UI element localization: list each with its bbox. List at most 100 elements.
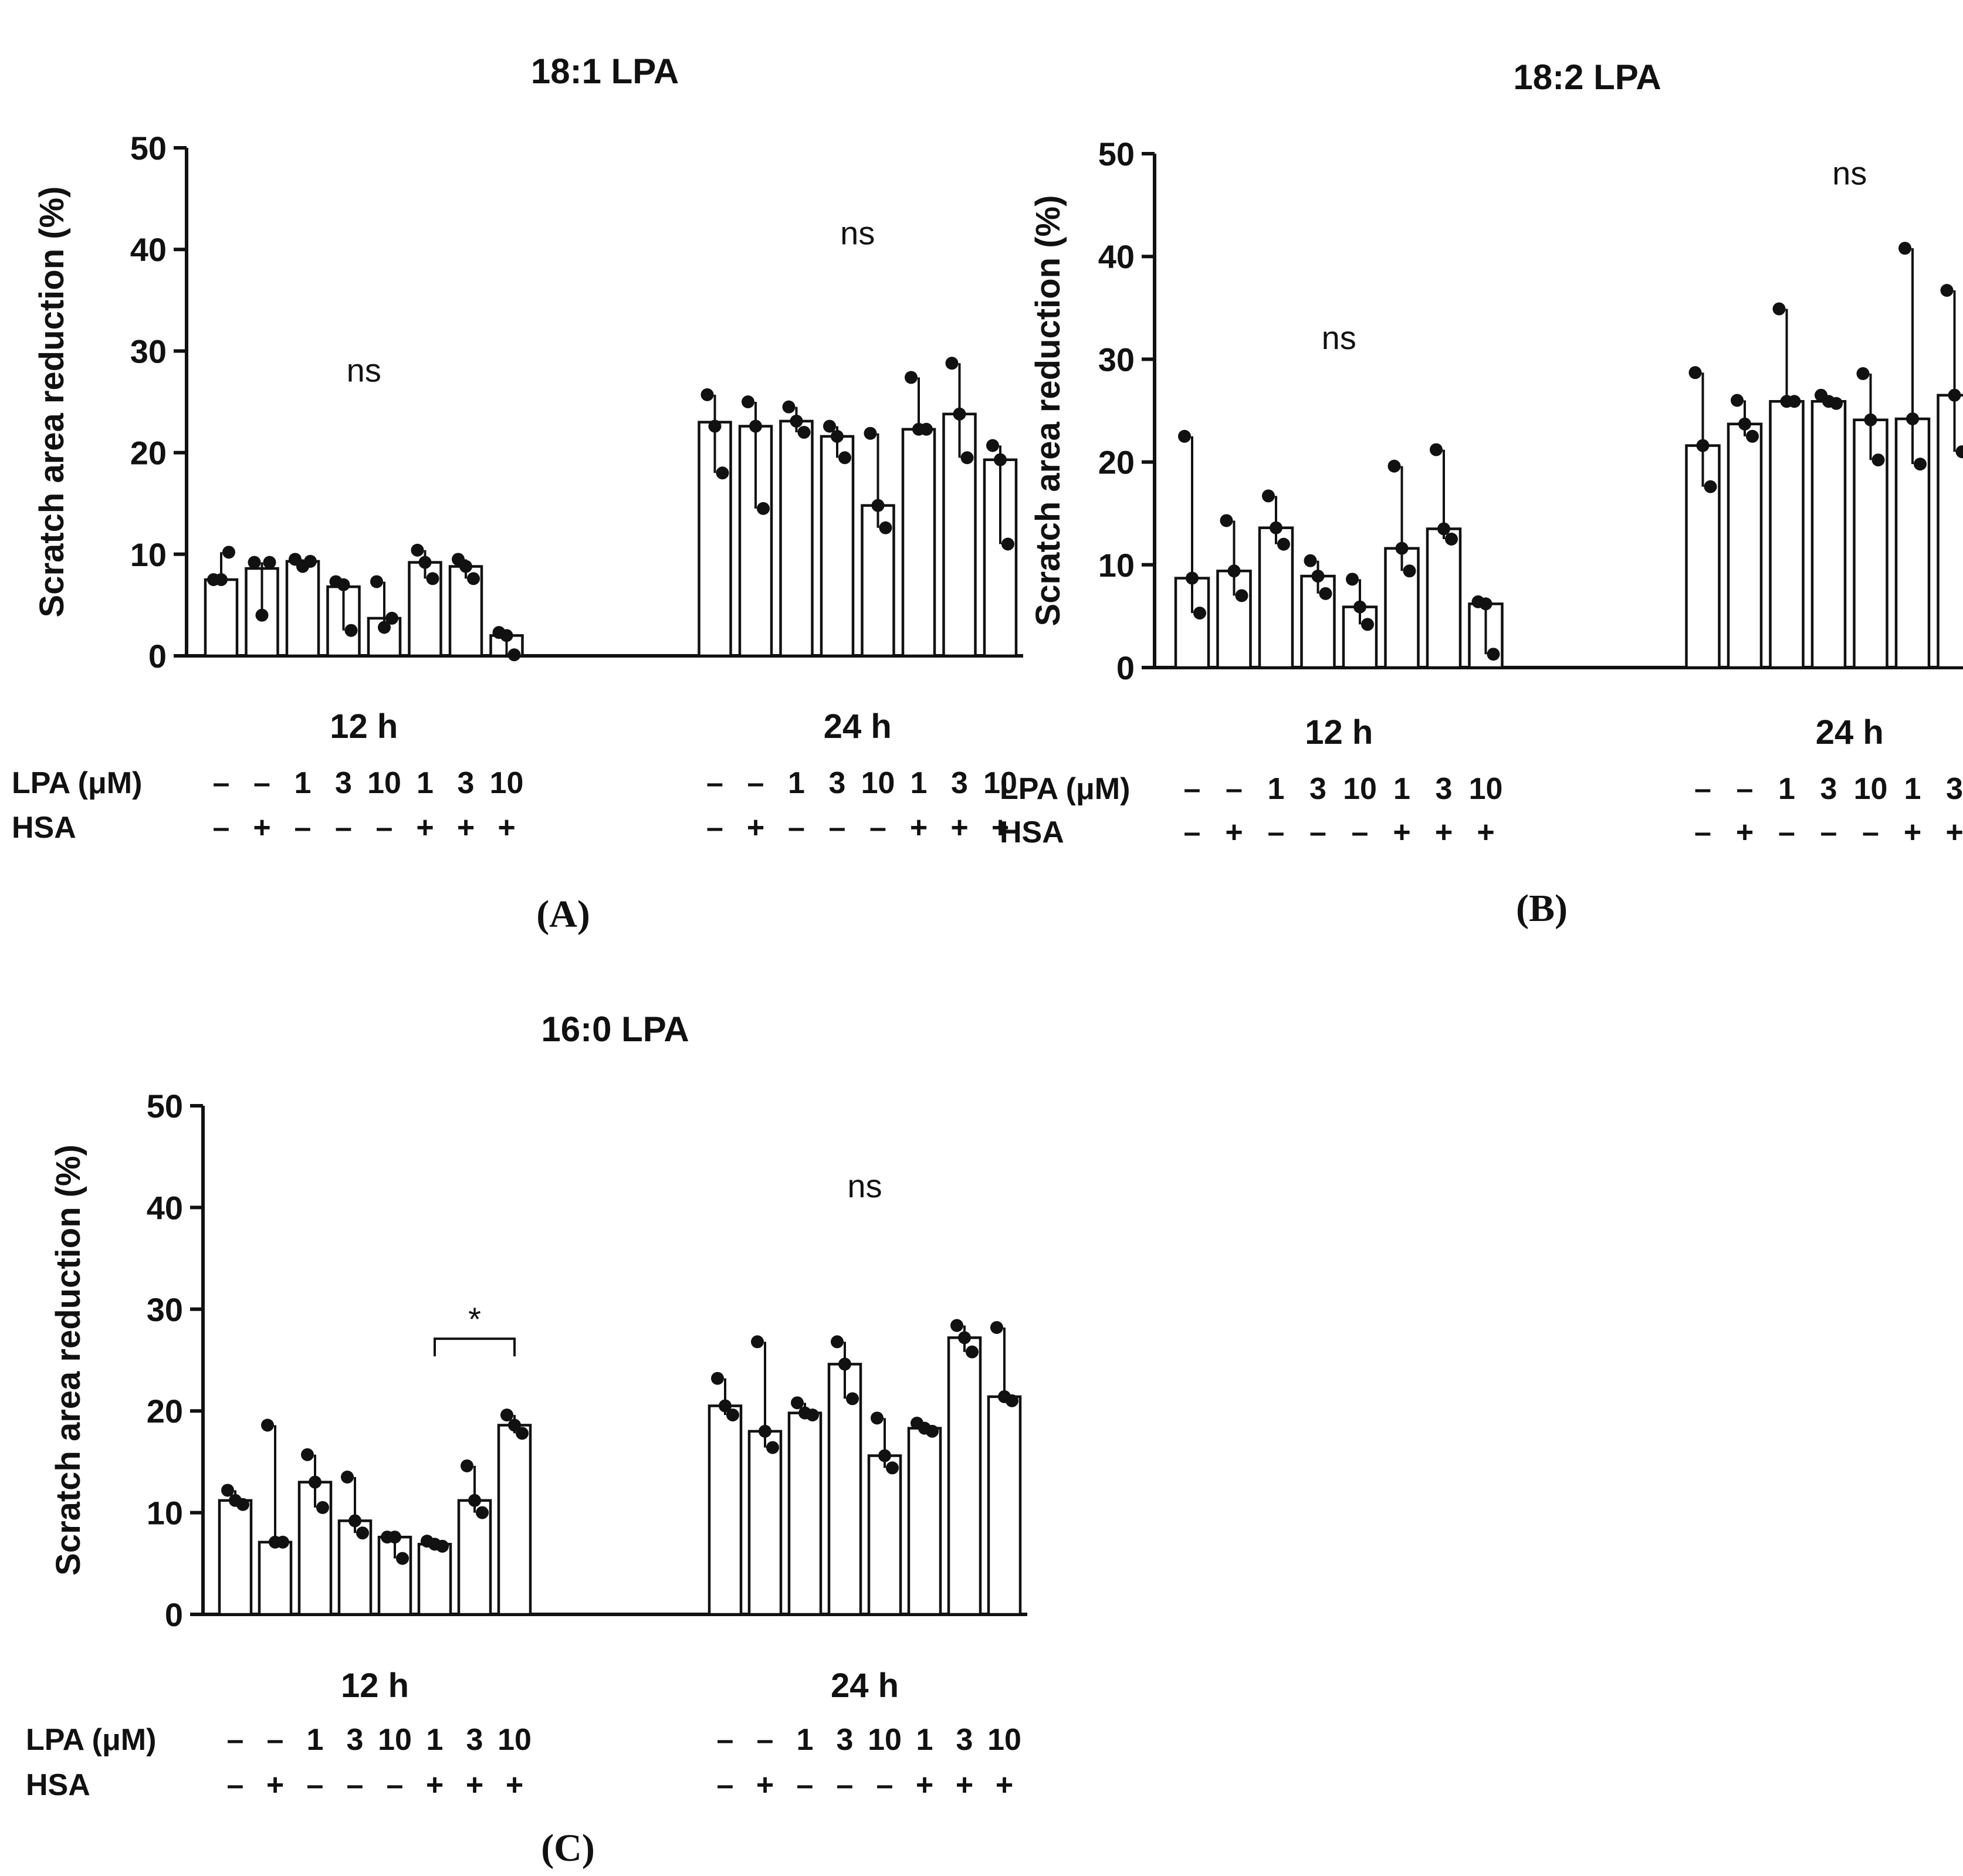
lpa-value: 1 bbox=[1268, 772, 1285, 806]
hsa-value: – bbox=[869, 811, 886, 845]
data-point bbox=[1864, 413, 1877, 426]
lpa-value: 10 bbox=[490, 766, 524, 800]
y-tick-label: 20 bbox=[147, 1393, 183, 1430]
hsa-value: + bbox=[910, 811, 928, 845]
lpa-value: 3 bbox=[466, 1723, 483, 1757]
data-point bbox=[1319, 587, 1332, 600]
hsa-value: + bbox=[1225, 815, 1243, 849]
lpa-value: 3 bbox=[335, 766, 352, 800]
lpa-value: – bbox=[717, 1723, 734, 1757]
bar bbox=[820, 435, 855, 658]
bar bbox=[708, 1404, 743, 1616]
hsa-value: + bbox=[1435, 815, 1453, 849]
y-tick-label: 10 bbox=[130, 536, 167, 573]
hsa-value: + bbox=[1945, 815, 1963, 849]
lpa-value: 1 bbox=[1393, 772, 1410, 806]
data-point bbox=[797, 425, 811, 439]
lpa-value: 1 bbox=[417, 766, 434, 800]
hsa-value: – bbox=[876, 1768, 893, 1802]
data-point bbox=[476, 1506, 489, 1519]
data-point bbox=[953, 407, 966, 421]
lpa-value: 10 bbox=[987, 1723, 1021, 1757]
hsa-value: – bbox=[1184, 815, 1201, 849]
data-point bbox=[348, 1514, 361, 1528]
hsa-value: + bbox=[996, 1768, 1013, 1802]
lpa-value: 3 bbox=[1820, 772, 1837, 806]
hsa-value: + bbox=[457, 811, 475, 845]
significance-star: * bbox=[468, 1301, 481, 1337]
data-point bbox=[708, 419, 722, 433]
hsa-value: + bbox=[466, 1768, 483, 1802]
data-point bbox=[1437, 522, 1450, 536]
lpa-value: 10 bbox=[378, 1723, 412, 1757]
y-tick-label: 0 bbox=[165, 1596, 183, 1633]
y-tick-label: 50 bbox=[1098, 136, 1135, 172]
data-point bbox=[791, 1396, 804, 1410]
y-tick-label: 10 bbox=[147, 1495, 183, 1532]
lpa-value: 1 bbox=[427, 1723, 444, 1757]
data-point bbox=[370, 575, 383, 588]
data-point bbox=[378, 621, 391, 634]
row-label-hsa: HSA bbox=[12, 811, 76, 845]
data-point bbox=[1948, 388, 1961, 402]
lpa-value: 10 bbox=[1854, 772, 1888, 806]
data-point bbox=[301, 1448, 314, 1461]
data-point bbox=[1311, 570, 1325, 583]
hsa-value: + bbox=[1393, 815, 1410, 849]
data-point bbox=[1353, 600, 1366, 614]
bar bbox=[867, 1454, 902, 1616]
hsa-value: + bbox=[497, 811, 515, 845]
data-point bbox=[1914, 458, 1927, 471]
data-point bbox=[766, 1441, 779, 1454]
hsa-value: – bbox=[387, 1768, 404, 1802]
data-point bbox=[236, 1498, 249, 1511]
data-point bbox=[1871, 453, 1885, 467]
row-label-lpa: LPA (μM) bbox=[26, 1723, 156, 1757]
hsa-value: + bbox=[426, 1768, 444, 1802]
hsa-value: + bbox=[950, 811, 968, 845]
lpa-value: 3 bbox=[837, 1723, 854, 1757]
data-point bbox=[304, 554, 317, 568]
bar bbox=[1810, 399, 1847, 669]
y-tick-label: 40 bbox=[130, 231, 167, 268]
data-point bbox=[418, 556, 432, 569]
data-point bbox=[221, 1484, 234, 1497]
data-point bbox=[1487, 648, 1500, 661]
data-point bbox=[1395, 541, 1409, 555]
data-point bbox=[1445, 533, 1458, 546]
data-point bbox=[436, 1539, 449, 1553]
lpa-value: – bbox=[267, 1723, 284, 1757]
y-tick-label: 40 bbox=[1098, 238, 1135, 275]
hsa-value: – bbox=[295, 811, 312, 845]
data-point bbox=[1688, 366, 1702, 380]
lpa-value: 3 bbox=[1309, 772, 1326, 806]
lpa-value: – bbox=[213, 766, 230, 800]
data-point bbox=[468, 1494, 481, 1507]
data-point bbox=[1772, 302, 1786, 316]
hsa-value: + bbox=[1736, 815, 1754, 849]
chart-title: 18:2 LPA bbox=[1513, 57, 1661, 97]
data-point bbox=[711, 1372, 724, 1385]
hsa-value: – bbox=[227, 1768, 244, 1802]
data-point bbox=[749, 419, 762, 433]
data-point bbox=[341, 1470, 354, 1484]
bar bbox=[497, 1424, 532, 1616]
data-point bbox=[790, 414, 803, 428]
hsa-value: – bbox=[1352, 815, 1369, 849]
y-tick-label: 30 bbox=[1098, 341, 1135, 378]
hsa-value: + bbox=[1904, 815, 1921, 849]
row-label-lpa: LPA (μM) bbox=[12, 766, 142, 800]
data-point bbox=[1235, 589, 1248, 602]
data-point bbox=[411, 543, 424, 557]
hsa-value: – bbox=[797, 1768, 814, 1802]
ns-annotation: ns bbox=[347, 351, 381, 388]
data-point bbox=[879, 521, 892, 534]
bar bbox=[947, 1336, 982, 1616]
lpa-value: – bbox=[757, 1723, 774, 1757]
data-point bbox=[344, 624, 358, 637]
group-label: 24 h bbox=[824, 707, 892, 746]
data-point bbox=[751, 1335, 764, 1349]
group-label: 12 h bbox=[341, 1667, 409, 1705]
data-point bbox=[757, 502, 770, 515]
